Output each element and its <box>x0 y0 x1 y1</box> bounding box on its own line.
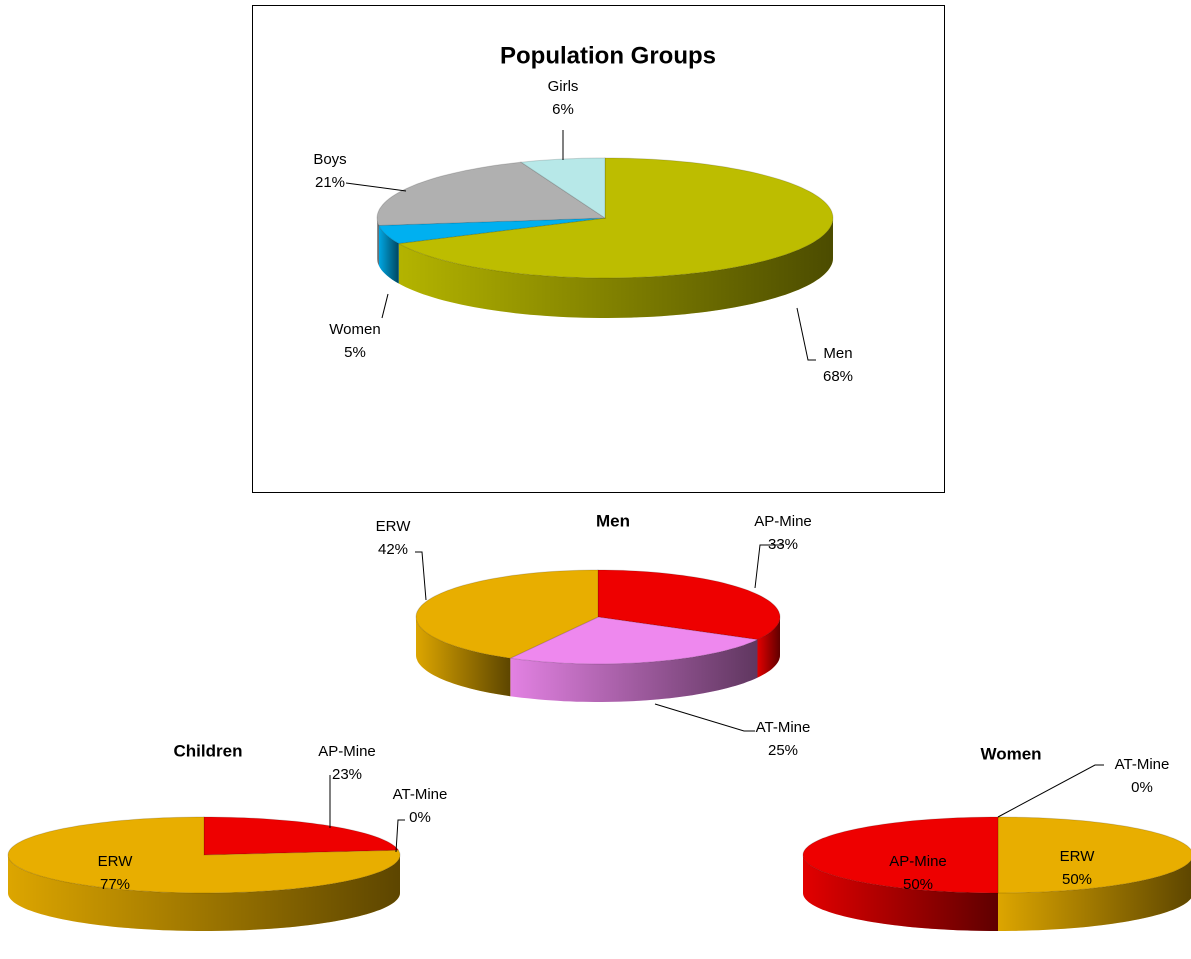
data-label-value: 23% <box>332 766 362 783</box>
pie-walls <box>377 218 833 318</box>
pie-tops <box>376 157 834 279</box>
leader-line <box>345 182 407 192</box>
leader-line <box>997 764 1104 818</box>
chart-title: Men <box>596 511 630 530</box>
wall-shade <box>398 218 833 318</box>
leader-line <box>415 551 427 601</box>
data-label-name: AP-Mine <box>754 513 812 530</box>
data-label-value: 33% <box>768 536 798 553</box>
data-label-value: 25% <box>768 742 798 759</box>
data-label-value: 50% <box>1062 871 1092 888</box>
slice-wall <box>377 218 379 266</box>
slice-wall <box>378 225 399 284</box>
pie-slice <box>203 816 400 856</box>
slice-wall <box>398 218 833 318</box>
data-label-name: ERW <box>376 518 412 535</box>
pie-walls <box>803 855 1191 931</box>
pie-tops <box>7 816 401 894</box>
data-label-name: ERW <box>1060 848 1096 865</box>
pie-slice <box>397 157 834 279</box>
data-label-name: AT-Mine <box>393 786 448 803</box>
data-label-name: AT-Mine <box>756 719 811 736</box>
chart-title: Women <box>980 744 1041 763</box>
data-label-value: 68% <box>823 368 853 385</box>
slice-top <box>7 816 401 894</box>
data-label-value: 5% <box>344 344 366 361</box>
slice-top <box>415 569 599 659</box>
pie-slice <box>7 816 401 894</box>
data-label-value: 50% <box>903 876 933 893</box>
slice-top <box>508 616 760 665</box>
data-label-name: Men <box>823 345 852 362</box>
slice-wall <box>510 639 758 702</box>
pie-slice <box>376 161 607 227</box>
leader-line <box>395 819 405 853</box>
slice-top <box>519 157 606 219</box>
slice-top <box>377 217 606 245</box>
leader-line <box>381 293 389 319</box>
leader-line <box>754 544 784 589</box>
pie-slice <box>377 217 606 245</box>
wall-shade <box>998 860 1191 931</box>
slice-top <box>597 569 781 641</box>
data-label-value: 42% <box>378 541 408 558</box>
slice-top <box>997 816 1191 894</box>
pie-tops <box>415 569 781 665</box>
data-label-name: Women <box>329 321 380 338</box>
data-label-value: 6% <box>552 101 574 118</box>
wall-shade <box>377 218 379 266</box>
wall-shade <box>378 225 399 284</box>
data-label-value: 0% <box>409 809 431 826</box>
data-label-name: AP-Mine <box>318 743 376 760</box>
chart-title: Children <box>174 741 243 760</box>
slice-wall <box>803 855 998 931</box>
pie-slice <box>597 569 781 641</box>
pie-slice <box>997 816 1191 894</box>
pie-tops <box>802 816 1191 894</box>
pie-walls <box>416 617 780 702</box>
slice-top <box>376 161 607 227</box>
slice-wall <box>998 860 1191 931</box>
data-label-name: Girls <box>548 78 579 95</box>
slice-top <box>203 816 400 856</box>
data-label-value: 0% <box>1131 779 1153 796</box>
data-label-name: ERW <box>98 853 134 870</box>
data-label-value: 21% <box>315 174 345 191</box>
leader-line <box>796 307 816 361</box>
wall-shade <box>416 617 511 697</box>
leader-line <box>654 703 755 732</box>
data-label-name: AP-Mine <box>889 853 947 870</box>
slice-wall <box>416 617 511 697</box>
wall-shade <box>803 855 998 931</box>
data-label-name: AT-Mine <box>1115 756 1170 773</box>
pie-slice <box>519 157 606 219</box>
chart-title: Population Groups <box>500 42 716 69</box>
data-label-name: Boys <box>313 151 346 168</box>
data-label-value: 77% <box>100 876 130 893</box>
slice-wall <box>757 617 780 678</box>
pie-slice <box>508 616 760 665</box>
pie-slice <box>802 816 999 894</box>
slice-top <box>397 157 834 279</box>
slice-top <box>802 816 999 894</box>
pie-slice <box>415 569 599 659</box>
wall-shade <box>510 639 758 702</box>
wall-shade <box>757 617 780 678</box>
